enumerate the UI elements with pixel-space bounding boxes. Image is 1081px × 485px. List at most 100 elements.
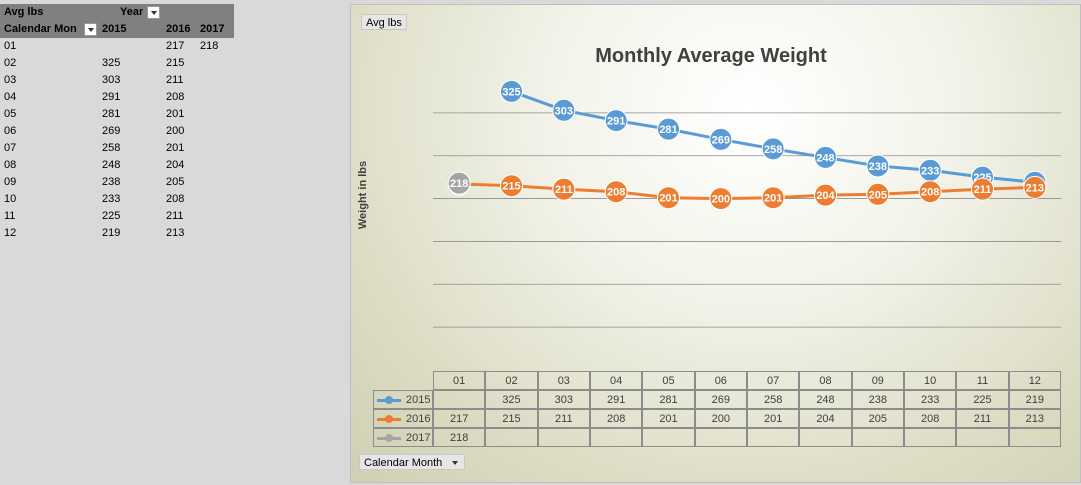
pivot-month-cell[interactable]: 03 — [4, 74, 17, 86]
pivot-value-cell[interactable] — [200, 72, 234, 89]
pivot-value-cell[interactable] — [200, 55, 234, 72]
pivot-value-cell[interactable] — [200, 140, 234, 157]
series-2017: 218 — [447, 171, 471, 195]
data-point[interactable] — [761, 186, 785, 210]
data-point[interactable] — [500, 79, 523, 103]
pivot-value-cell[interactable]: 201 — [166, 108, 185, 120]
table-category-label: 11 — [956, 371, 1009, 390]
pivot-month-cell[interactable]: 08 — [4, 159, 17, 171]
table-legend-cell: 2015 — [373, 390, 433, 409]
pivot-value-cell[interactable]: 325 — [102, 57, 121, 69]
pivot-month-cell[interactable]: 02 — [4, 57, 17, 69]
pivot-month-cell[interactable]: 04 — [4, 91, 17, 103]
pivot-row: 10 233 208 — [0, 191, 234, 208]
pivot-value-cell[interactable] — [200, 123, 234, 140]
legend-marker-icon — [385, 415, 393, 423]
pivot-chart[interactable]: Avg lbs Monthly Average Weight Weight in… — [350, 4, 1081, 483]
table-value-cell: 291 — [590, 390, 643, 409]
pivot-value-cell[interactable]: 205 — [166, 176, 185, 188]
pivot-month-cell[interactable]: 01 — [4, 40, 17, 52]
year-header: 2017 — [200, 23, 225, 35]
pivot-value-cell[interactable] — [200, 191, 234, 208]
pivot-value-cell[interactable] — [200, 89, 234, 106]
data-point[interactable] — [814, 183, 837, 207]
data-point[interactable] — [657, 117, 680, 141]
table-value-cell — [799, 428, 852, 447]
value-field-button[interactable]: Avg lbs — [361, 14, 407, 30]
pivot-value-cell[interactable] — [200, 157, 234, 174]
data-label: 205 — [869, 189, 887, 201]
pivot-value-cell[interactable]: 208 — [166, 91, 185, 103]
table-value-cell: 219 — [1008, 390, 1061, 409]
pivot-value-cell[interactable] — [200, 208, 234, 225]
pivot-value-cell[interactable]: 219 — [102, 227, 121, 239]
pivot-value-cell[interactable]: 269 — [102, 125, 121, 137]
pivot-value-cell[interactable]: 248 — [102, 159, 121, 171]
pivot-row: 08 248 204 — [0, 157, 234, 174]
pivot-value-cell[interactable]: 233 — [102, 193, 121, 205]
data-point[interactable] — [500, 174, 523, 198]
pivot-value-cell[interactable]: 211 — [166, 74, 184, 86]
pivot-value-cell[interactable]: 291 — [102, 91, 121, 103]
data-point[interactable] — [709, 187, 733, 211]
pivot-month-cell[interactable]: 11 — [4, 210, 16, 222]
chevron-down-icon — [452, 461, 459, 465]
pivot-month-cell[interactable]: 12 — [4, 227, 17, 239]
data-label: 211 — [974, 184, 992, 196]
pivot-value-cell[interactable]: 208 — [166, 193, 185, 205]
pivot-value-cell[interactable]: 238 — [102, 176, 121, 188]
pivot-value-cell[interactable]: 204 — [166, 159, 185, 171]
data-point[interactable] — [709, 127, 733, 151]
table-legend-cell: 2016 — [373, 409, 433, 428]
pivot-row: 05 281 201 — [0, 106, 234, 123]
data-label: 325 — [502, 86, 520, 98]
pivot-value-cell[interactable]: 281 — [102, 108, 121, 120]
pivot-month-cell[interactable]: 06 — [4, 125, 17, 137]
table-value-cell: 208 — [590, 409, 643, 428]
column-divider — [234, 0, 235, 485]
pivot-month-cell[interactable]: 05 — [4, 108, 17, 120]
pivot-value-cell[interactable]: 218 — [200, 40, 219, 52]
data-point[interactable] — [552, 98, 576, 122]
year-filter-dropdown-icon[interactable] — [147, 6, 160, 19]
pivot-value-cell[interactable]: 225 — [102, 210, 121, 222]
data-point[interactable] — [604, 109, 628, 133]
data-point[interactable] — [447, 171, 471, 195]
table-category-label: 05 — [642, 371, 695, 390]
pivot-value-cell[interactable]: 201 — [166, 142, 185, 154]
table-value-cell — [904, 428, 957, 447]
data-point[interactable] — [657, 186, 680, 210]
pivot-row: 01 217 218 — [0, 38, 234, 55]
pivot-month-cell[interactable]: 10 — [4, 193, 17, 205]
data-point[interactable] — [1023, 175, 1047, 199]
data-point[interactable] — [971, 177, 994, 201]
pivot-value-cell[interactable] — [102, 38, 162, 55]
data-label: 211 — [555, 184, 573, 196]
column-divider — [164, 0, 165, 485]
data-point[interactable] — [552, 177, 576, 201]
pivot-value-cell[interactable]: 213 — [166, 227, 185, 239]
data-point[interactable] — [761, 137, 785, 161]
table-value-cell: 325 — [485, 390, 538, 409]
data-point[interactable] — [918, 180, 942, 204]
table-value-cell: 201 — [642, 409, 695, 428]
data-point[interactable] — [866, 154, 890, 178]
year-header: 2016 — [166, 23, 191, 35]
pivot-month-cell[interactable]: 07 — [4, 142, 17, 154]
month-filter-dropdown-icon[interactable] — [84, 23, 97, 36]
pivot-value-cell[interactable] — [200, 106, 234, 123]
pivot-value-cell[interactable]: 215 — [166, 57, 185, 69]
table-value-cell — [956, 428, 1009, 447]
pivot-value-cell[interactable]: 258 — [102, 142, 121, 154]
data-point[interactable] — [604, 180, 628, 204]
pivot-month-cell[interactable]: 09 — [4, 176, 17, 188]
pivot-value-cell[interactable]: 217 — [166, 40, 185, 52]
axis-field-button[interactable]: Calendar Month — [359, 454, 466, 470]
pivot-value-cell[interactable]: 211 — [166, 210, 184, 222]
pivot-value-cell[interactable]: 200 — [166, 125, 185, 137]
data-point[interactable] — [866, 182, 890, 206]
pivot-value-cell[interactable] — [200, 225, 234, 242]
pivot-value-cell[interactable] — [200, 174, 234, 191]
data-point[interactable] — [814, 145, 837, 169]
pivot-value-cell[interactable]: 303 — [102, 74, 121, 86]
